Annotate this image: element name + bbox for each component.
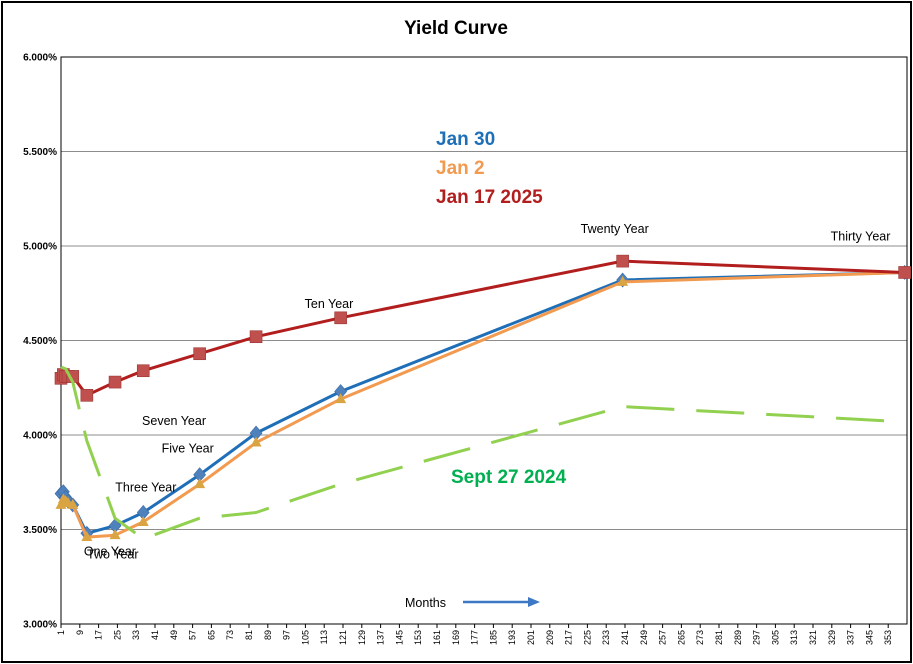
x-tick-label: 217 — [564, 630, 574, 645]
x-tick-label: 57 — [188, 630, 198, 640]
x-tick-label: 185 — [488, 630, 498, 645]
data-point-square — [334, 311, 347, 325]
x-tick-label: 177 — [470, 630, 480, 645]
x-tick-label: 321 — [808, 630, 818, 645]
x-tick-label: 33 — [131, 630, 141, 640]
legend-labels: Jan 30 Jan 2 Jan 17 2025 Sept 27 2024 — [436, 129, 567, 488]
x-tick-label: 265 — [676, 630, 686, 645]
series-line — [60, 365, 905, 541]
x-tick-label: 105 — [300, 630, 310, 645]
data-point-triangle — [617, 275, 629, 286]
x-tick-label: 337 — [846, 630, 856, 645]
x-tick-label: 273 — [695, 630, 705, 645]
x-tick-label: 1 — [56, 630, 66, 635]
x-tick-label: 209 — [545, 630, 555, 645]
x-axis-label: Months — [405, 596, 446, 610]
data-point-square — [898, 266, 911, 279]
x-tick-label: 233 — [601, 630, 611, 645]
legend-label: Jan 2 — [436, 158, 485, 179]
x-tick-label: 137 — [376, 630, 386, 645]
y-tick-label: 3.000% — [23, 620, 57, 631]
data-point-triangle — [67, 498, 79, 509]
x-tick-label: 201 — [526, 630, 536, 645]
x-tick-label: 297 — [752, 630, 762, 645]
tenor-annotation: Ten Year — [305, 297, 354, 311]
months-indicator: Months — [405, 596, 540, 610]
tenor-annotation: Five Year — [162, 442, 214, 456]
series-group — [54, 254, 912, 542]
tenor-annotation: Thirty Year — [831, 229, 891, 243]
x-tick-label: 113 — [319, 630, 329, 644]
y-tick-label: 5.000% — [23, 242, 57, 253]
x-tick-label: 121 — [338, 630, 348, 645]
y-tick-label: 6.000% — [23, 53, 57, 64]
data-point-square — [616, 254, 629, 268]
series-line — [59, 271, 905, 539]
tenor-annotation: Seven Year — [142, 414, 206, 428]
x-tick-label: 129 — [357, 630, 367, 645]
data-point-square — [80, 389, 94, 402]
legend-label: Jan 17 2025 — [436, 187, 543, 208]
x-tick-label: 153 — [413, 630, 423, 645]
tenor-annotation: One Year — [84, 544, 136, 558]
x-tick-label: 17 — [94, 630, 104, 640]
x-tick-label: 65 — [206, 630, 216, 640]
x-tick-label: 249 — [639, 630, 649, 645]
axes: 3.000% 3.500% 4.000% 4.500% 5.000% 5.500% 6.00… — [23, 53, 908, 645]
y-tick-label: 4.500% — [23, 336, 57, 347]
y-tick-label: 4.000% — [23, 431, 57, 442]
tenor-annotation: Three Year — [115, 480, 176, 494]
x-tick-label: 9 — [75, 630, 85, 635]
x-tick-label: 305 — [770, 630, 780, 645]
x-tick-label: 225 — [582, 630, 592, 645]
x-tick-label: 241 — [620, 630, 630, 645]
data-point-triangle — [194, 478, 206, 489]
x-tick-label: 289 — [733, 630, 743, 645]
x-tick-label: 281 — [714, 630, 724, 645]
x-tick-label: 257 — [658, 630, 668, 645]
y-tick-label: 5.500% — [23, 147, 57, 158]
x-tick-label: 169 — [451, 630, 461, 645]
legend-label: Jan 30 — [436, 129, 495, 150]
x-tick-label: 345 — [864, 630, 874, 645]
series-line — [59, 259, 905, 397]
legend-label: Sept 27 2024 — [451, 467, 567, 488]
x-tick-label: 73 — [225, 630, 235, 640]
x-tick-label: 145 — [394, 630, 404, 645]
data-point-square — [249, 330, 263, 344]
x-tick-label: 193 — [507, 630, 517, 645]
data-point-triangle — [81, 531, 93, 542]
data-point-square — [193, 347, 206, 361]
gridlines — [61, 56, 907, 530]
x-tick-label: 41 — [150, 630, 160, 640]
tenor-annotation: Twenty Year — [581, 222, 649, 236]
x-tick-label: 353 — [883, 630, 893, 645]
x-tick-label: 25 — [112, 630, 122, 640]
data-point-triangle — [109, 529, 121, 540]
data-point-square — [108, 375, 122, 389]
data-point-square — [136, 364, 150, 378]
series-line — [60, 271, 905, 535]
x-tick-label: 161 — [432, 630, 442, 645]
x-tick-label: 313 — [789, 630, 799, 645]
plot-area-border — [60, 56, 908, 625]
x-tick-label: 81 — [244, 630, 254, 640]
x-tick-label: 89 — [263, 630, 273, 640]
chart-title: Yield Curve — [404, 18, 508, 39]
y-tick-label: 3.500% — [23, 525, 57, 536]
x-tick-label: 49 — [169, 630, 179, 640]
data-point-triangle — [250, 436, 262, 447]
data-point-triangle — [335, 393, 347, 404]
tenor-annotation: Two Year — [87, 548, 138, 562]
data-point-triangle — [137, 515, 149, 526]
x-tick-label: 329 — [827, 630, 837, 645]
months-arrowhead-icon — [528, 597, 540, 607]
x-tick-label: 97 — [282, 630, 292, 640]
